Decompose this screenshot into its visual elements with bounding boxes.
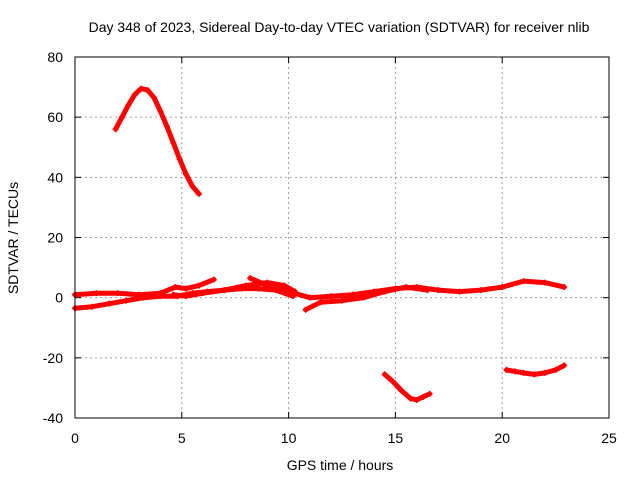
data-point bbox=[398, 387, 405, 394]
y-tick-label: 40 bbox=[47, 169, 63, 185]
data-point bbox=[183, 285, 190, 292]
data-point bbox=[163, 123, 170, 130]
data-point bbox=[144, 87, 151, 94]
data-point bbox=[242, 282, 249, 289]
series-arc-high bbox=[112, 85, 202, 197]
data-point bbox=[118, 114, 125, 121]
data-point bbox=[136, 291, 143, 298]
data-point bbox=[114, 290, 121, 297]
data-point bbox=[328, 293, 335, 300]
data-point bbox=[285, 288, 292, 295]
data-point bbox=[552, 366, 559, 373]
x-tick-label: 25 bbox=[601, 430, 617, 446]
y-tick-label: 60 bbox=[47, 109, 63, 125]
data-point bbox=[407, 395, 414, 402]
data-point bbox=[281, 282, 288, 289]
data-point bbox=[195, 190, 202, 197]
data-point bbox=[420, 393, 427, 400]
data-point bbox=[317, 299, 324, 306]
data-point bbox=[195, 282, 202, 289]
y-tick-label: 20 bbox=[47, 230, 63, 246]
y-tick-label: 80 bbox=[47, 49, 63, 65]
x-axis-label: GPS time / hours bbox=[287, 457, 394, 473]
data-point bbox=[541, 369, 548, 376]
series-arc-low-1 bbox=[381, 371, 433, 403]
y-tick-label: -40 bbox=[43, 410, 63, 426]
x-tick-label: 20 bbox=[494, 430, 510, 446]
data-point bbox=[176, 156, 183, 163]
data-point bbox=[424, 287, 431, 294]
chart-title: Day 348 of 2023, Sidereal Day-to-day VTE… bbox=[89, 19, 590, 35]
data-point bbox=[520, 278, 527, 285]
data-point bbox=[125, 102, 132, 109]
data-point bbox=[561, 284, 568, 291]
data-point bbox=[381, 288, 388, 295]
data-point bbox=[512, 368, 519, 375]
data-point bbox=[93, 290, 100, 297]
tick-layer: 0 5 10 15 20 25 -40 -20 0 20 40 60 80 bbox=[43, 49, 617, 446]
data-point bbox=[112, 126, 119, 133]
x-tick-label: 10 bbox=[281, 430, 297, 446]
data-point bbox=[172, 284, 179, 291]
data-point bbox=[456, 288, 463, 295]
x-tick-label: 0 bbox=[71, 430, 79, 446]
data-point bbox=[255, 285, 262, 292]
data-point bbox=[541, 279, 548, 286]
series-line bbox=[113, 86, 202, 197]
data-point bbox=[306, 294, 313, 301]
series-band-e bbox=[302, 284, 431, 313]
data-point bbox=[381, 371, 388, 378]
data-point bbox=[170, 139, 177, 146]
data-point bbox=[123, 297, 130, 304]
data-point bbox=[183, 293, 190, 300]
data-point bbox=[561, 362, 568, 369]
data-point bbox=[403, 284, 410, 291]
data-point bbox=[183, 171, 190, 178]
data-point bbox=[499, 284, 506, 291]
data-point bbox=[151, 94, 158, 101]
y-axis-label: SDTVAR / TECUs bbox=[5, 182, 21, 294]
data-point bbox=[247, 275, 254, 282]
data-point bbox=[106, 300, 113, 307]
x-tick-label: 15 bbox=[388, 430, 404, 446]
data-point bbox=[89, 303, 96, 310]
data-point bbox=[435, 287, 442, 294]
data-point bbox=[302, 306, 309, 313]
data-point bbox=[170, 291, 177, 298]
y-tick-label: 0 bbox=[55, 290, 63, 306]
data-point bbox=[157, 290, 164, 297]
series-arc-low-2 bbox=[503, 362, 568, 378]
data-point bbox=[339, 297, 345, 304]
grid-layer bbox=[75, 57, 609, 418]
data-point bbox=[503, 366, 510, 373]
data-point bbox=[210, 276, 217, 283]
data-point bbox=[413, 396, 420, 403]
data-point bbox=[349, 291, 356, 298]
data-point bbox=[189, 183, 196, 190]
data-point bbox=[157, 108, 164, 115]
data-point bbox=[477, 287, 484, 294]
data-point bbox=[520, 369, 527, 376]
x-tick-label: 5 bbox=[178, 430, 186, 446]
data-point bbox=[390, 378, 397, 385]
data-point bbox=[131, 91, 138, 98]
data-point bbox=[426, 390, 433, 397]
data-point bbox=[360, 294, 367, 301]
data-point bbox=[264, 282, 271, 289]
data-point bbox=[200, 290, 207, 297]
data-point bbox=[221, 287, 228, 294]
y-tick-label: -20 bbox=[43, 350, 63, 366]
plot-frame bbox=[74, 56, 610, 419]
data-point bbox=[138, 85, 145, 92]
series-layer bbox=[72, 85, 568, 403]
data-point bbox=[531, 371, 538, 378]
